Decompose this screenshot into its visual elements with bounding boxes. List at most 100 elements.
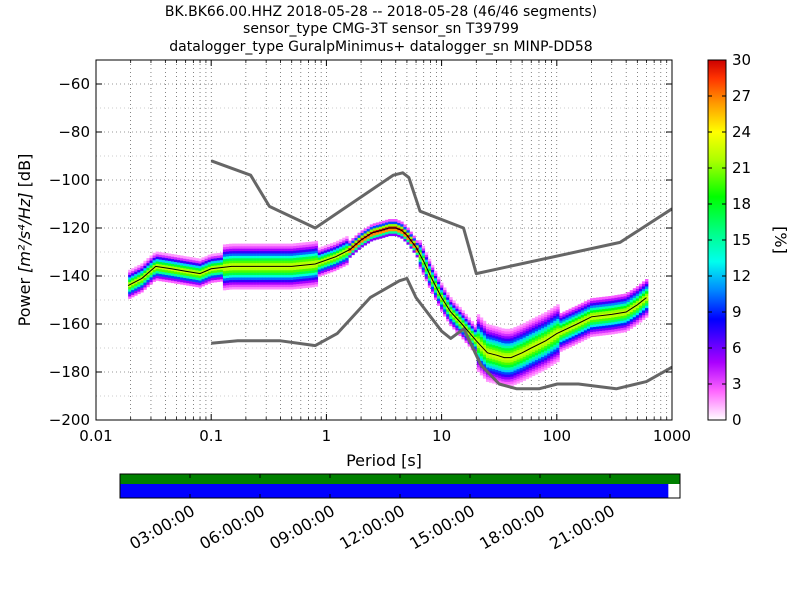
heatmap-cell [495,355,499,358]
heatmap-cell [525,330,530,334]
heatmap-cell [232,246,236,249]
heatmap-cell [427,275,432,279]
heatmap-cell [501,345,505,348]
heatmap-cell [519,355,523,359]
heatmap-cell [314,250,319,254]
heatmap-cell [314,243,319,246]
heatmap-cell [305,256,309,260]
heatmap-cell [305,242,309,245]
heatmap-cell [583,310,588,314]
heatmap-cell [528,334,533,337]
heatmap-cell [593,297,597,301]
heatmap-cell [510,373,514,377]
heatmap-cell [446,313,450,317]
heatmap-cell [449,297,453,300]
heatmap-cell [274,286,279,290]
heatmap-cell [180,274,184,278]
heatmap-cell [580,314,585,318]
heatmap-cell [430,264,435,268]
heatmap-cell [510,349,514,353]
heatmap-cell [256,255,260,259]
heatmap-cell [516,359,520,363]
heatmap-cell [522,330,527,333]
heatmap-cell [614,321,618,325]
heatmap-cell [262,250,267,254]
heatmap-cell [501,381,505,384]
heatmap-cell [128,289,132,292]
heatmap-cell [492,368,496,372]
heatmap-cell [238,260,242,264]
heatmap-cell [299,259,303,263]
heatmap-cell [583,337,588,340]
heatmap-cell [589,334,594,337]
heatmap-cell [415,245,419,248]
heatmap-cell [345,240,349,244]
heatmap-cell [427,263,432,267]
heatmap-cell [336,245,340,249]
heatmap-cell [311,243,315,247]
heatmap-cell [559,334,563,338]
heatmap-cell [329,267,334,270]
heatmap-cell [492,354,496,358]
heatmap-cell [507,338,511,342]
heatmap-cell [329,264,334,268]
heatmap-cell [397,225,401,228]
heatmap-cell [161,276,166,280]
heatmap-cell [547,326,551,330]
heatmap-cell [485,367,490,370]
heatmap-cell [360,230,364,234]
heatmap-cell [614,323,618,327]
heatmap-cell [544,345,548,349]
heatmap-cell [238,272,242,276]
heatmap-cell [580,329,585,332]
heatmap-cell [293,284,297,287]
heatmap-cell [571,338,575,342]
heatmap-cell [623,312,627,316]
heatmap-cell [342,254,346,258]
heatmap-cell [498,346,502,350]
heatmap-cell [531,370,536,374]
heatmap-cell [641,295,646,299]
heatmap-cell [241,270,245,273]
heatmap-cell [589,329,594,333]
heatmap-cell [271,258,276,261]
heatmap-cell [433,297,438,300]
heatmap-cell [544,350,548,354]
heatmap-cell [470,340,475,343]
heatmap-cell [262,260,267,264]
heatmap-cell [513,355,517,359]
heatmap-cell [345,236,349,239]
heatmap-cell [611,317,615,320]
heatmap-cell [568,342,572,346]
heatmap-cell [629,294,634,298]
heatmap-cell [201,264,205,268]
heatmap-cell [326,263,331,267]
heatmap-cell [617,308,621,312]
heatmap-cell [614,302,618,305]
heatmap-cell [593,317,597,320]
heatmap-cell [385,231,389,235]
heatmap-cell [400,235,404,239]
heatmap-cell [183,256,187,259]
heatmap-cell [409,231,413,235]
heatmap-cell [314,260,319,263]
heatmap-cell [553,361,557,364]
heatmap-cell [528,348,533,352]
heatmap-cell [479,372,484,376]
heatmap-cell [290,246,294,249]
heatmap-cell [525,323,530,327]
heatmap-cell [611,319,615,323]
heatmap-cell [458,316,462,320]
heatmap-cell [492,340,496,343]
heatmap-cell [528,358,533,361]
heatmap-cell [559,339,563,343]
heatmap-cell [485,364,490,368]
heatmap-cell [617,320,621,324]
heatmap-cell [531,349,536,353]
heatmap-cell [544,357,548,361]
heatmap-cell [281,274,285,278]
heatmap-cell [458,314,462,317]
heatmap-cell [507,379,511,382]
heatmap-cell [173,266,178,270]
heatmap-cell [296,274,300,277]
